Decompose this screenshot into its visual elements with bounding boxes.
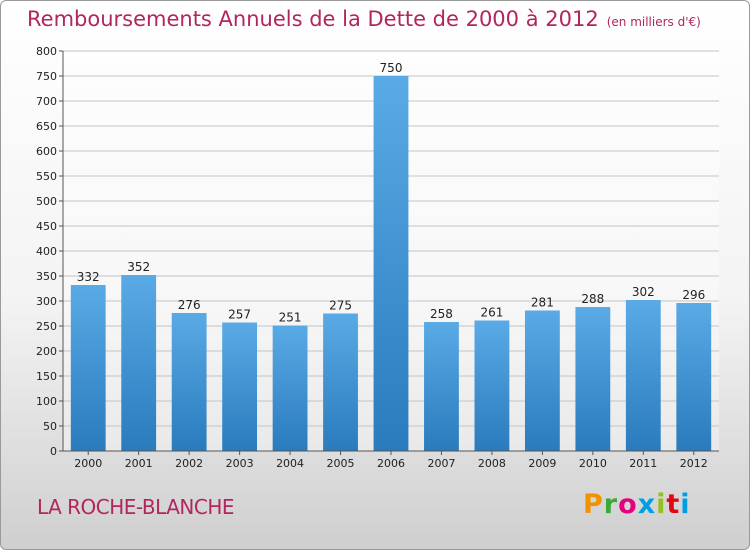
x-tick-label-2011: 2011	[629, 457, 657, 470]
commune-name: LA ROCHE-BLANCHE	[37, 495, 235, 519]
value-label-2009: 281	[531, 296, 554, 310]
x-tick-label-2009: 2009	[528, 457, 556, 470]
bar-2002	[171, 313, 207, 451]
value-label-2007: 258	[430, 307, 453, 321]
logo-letter: o	[618, 489, 638, 520]
y-tick-label: 0	[50, 445, 57, 458]
y-tick-label: 400	[36, 245, 57, 258]
y-tick-label: 550	[36, 170, 57, 183]
x-tick-label-2012: 2012	[680, 457, 708, 470]
logo-letter: x	[637, 489, 657, 520]
x-tick-label-2003: 2003	[226, 457, 254, 470]
chart-title: Remboursements Annuels de la Dette de 20…	[27, 7, 701, 31]
bar-2005	[323, 313, 358, 451]
logo-letter: i	[680, 489, 691, 520]
axes: 0 50 100 150 200 250 300 350 400 450 500 550 600 650 7…	[36, 45, 719, 470]
proxiti-logo[interactable]: Proxiti	[583, 489, 691, 520]
bar-2004	[272, 325, 308, 451]
bar-2008	[474, 320, 510, 451]
y-tick-label: 350	[36, 270, 57, 283]
bar-2011	[625, 300, 661, 451]
y-tick-label: 50	[43, 420, 57, 433]
y-tick-label: 200	[36, 345, 57, 358]
y-tick-label: 100	[36, 395, 57, 408]
x-tick-label-2008: 2008	[478, 457, 506, 470]
x-tick-label-2000: 2000	[74, 457, 102, 470]
y-tick-label: 300	[36, 295, 57, 308]
value-label-2005: 275	[329, 299, 352, 313]
bar-2009	[524, 310, 560, 451]
y-tick-label: 650	[36, 120, 57, 133]
y-tick-label: 150	[36, 370, 57, 383]
bar-2006	[373, 76, 409, 451]
y-tick-label: 800	[36, 45, 57, 58]
chart-title-text: Remboursements Annuels de la Dette de 20…	[27, 7, 599, 31]
value-label-2012: 296	[682, 288, 705, 302]
value-label-2001: 352	[127, 260, 150, 274]
x-tick-label-2002: 2002	[175, 457, 203, 470]
chart-unit: (en milliers d'€)	[606, 15, 701, 29]
bar-2010	[575, 307, 611, 451]
x-tick-label-2010: 2010	[579, 457, 607, 470]
x-tick-label-2006: 2006	[377, 457, 405, 470]
bar-2003	[222, 322, 258, 451]
bar-2001	[121, 275, 157, 451]
value-label-2008: 261	[480, 306, 503, 320]
bar-2007	[424, 322, 459, 451]
y-tick-label: 700	[36, 95, 57, 108]
logo-letter: r	[603, 489, 619, 520]
bar-2012	[676, 303, 712, 451]
x-tick-label-2007: 2007	[427, 457, 455, 470]
x-tick-label-2004: 2004	[276, 457, 304, 470]
x-tick-label-2005: 2005	[327, 457, 355, 470]
logo-letter: P	[583, 489, 604, 520]
y-tick-label: 600	[36, 145, 57, 158]
logo-letter: i	[656, 489, 667, 520]
y-tick-label: 450	[36, 220, 57, 233]
logo-letter: t	[666, 489, 681, 520]
value-label-2011: 302	[632, 285, 655, 299]
value-label-2002: 276	[178, 298, 201, 312]
value-label-2006: 750	[380, 61, 403, 75]
value-label-2010: 288	[581, 292, 604, 306]
bars: 332 352 276 257 251 275 750 258 261 281 288 302 296	[70, 61, 712, 451]
value-label-2004: 251	[279, 311, 302, 325]
x-tick-label-2001: 2001	[125, 457, 153, 470]
y-tick-label: 250	[36, 320, 57, 333]
bar-2000	[70, 285, 106, 451]
value-label-2000: 332	[77, 270, 100, 284]
value-label-2003: 257	[228, 308, 251, 322]
y-tick-label: 750	[36, 70, 57, 83]
y-tick-label: 500	[36, 195, 57, 208]
